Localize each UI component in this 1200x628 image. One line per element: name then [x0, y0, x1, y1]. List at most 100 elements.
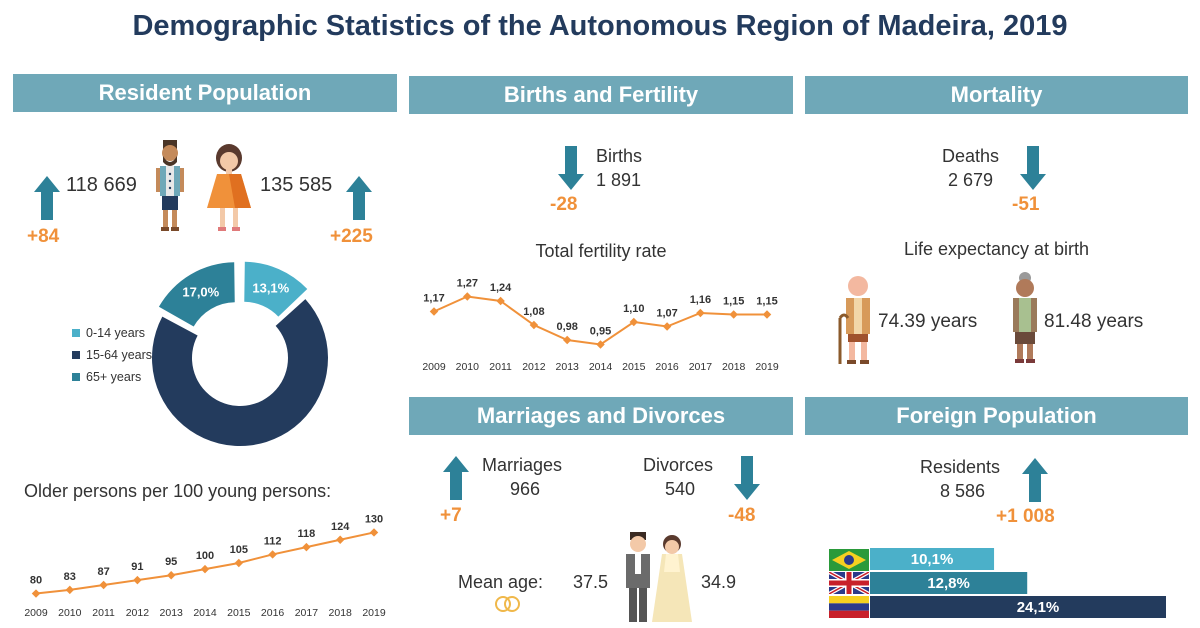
women-population-value: 135 585: [260, 174, 333, 196]
up-arrow-icon: [34, 176, 60, 220]
data-label: 95: [165, 556, 177, 568]
data-point: [529, 320, 539, 330]
data-point: [335, 535, 345, 545]
bar-0: [870, 548, 995, 570]
data-label: 0,95: [590, 326, 611, 338]
donut-slice-0: [244, 261, 308, 317]
legend-item-0-14: 0-14 years: [72, 322, 152, 344]
bar-1: [870, 572, 1028, 594]
bar-2: [870, 596, 1166, 618]
legend-swatch: [72, 351, 80, 359]
legend-label: 65+ years: [86, 370, 142, 384]
data-label: 1,08: [523, 306, 544, 318]
foreign-residents-label: Residents: [920, 457, 1001, 477]
women-life-expectancy: 81.48 years: [1044, 311, 1144, 332]
life-expectancy-label: Life expectancy at birth: [903, 239, 1090, 259]
legend-swatch: [72, 373, 80, 381]
x-tick-label: 2010: [456, 361, 480, 373]
x-tick-label: 2014: [589, 361, 613, 373]
bar-label: 24,1%: [1017, 599, 1060, 616]
x-tick-label: 2009: [422, 361, 446, 373]
down-arrow-icon: [734, 456, 760, 500]
age-legend: 0-14 years 15-64 years 65+ years: [72, 322, 152, 388]
woman-icon: [207, 144, 251, 231]
up-arrow-icon: [1022, 458, 1048, 502]
data-label: 1,27: [457, 278, 478, 290]
x-tick-label: 2019: [755, 361, 779, 373]
fertility-rate-label: Total fertility rate: [535, 241, 667, 261]
data-label: 1,10: [623, 303, 644, 315]
data-point: [234, 558, 244, 568]
marriages-value: 966: [510, 479, 541, 499]
up-arrow-icon: [346, 176, 372, 220]
divorces-label: Divorces: [643, 455, 714, 475]
header-resident-population: Resident Population: [13, 74, 397, 112]
data-label: 80: [30, 575, 42, 587]
marriages-change: +7: [440, 505, 462, 526]
x-tick-label: 2016: [261, 607, 285, 619]
elderly-man-icon: [838, 276, 870, 364]
x-tick-label: 2018: [722, 361, 746, 373]
deaths-value: 2 679: [948, 170, 994, 190]
data-point: [696, 308, 705, 318]
legend-label: 0-14 years: [86, 326, 146, 340]
data-point: [662, 322, 672, 331]
foreign-residents-change: +1 008: [996, 506, 1055, 527]
x-tick-label: 2012: [126, 607, 150, 619]
foreign-residents-value: 8 586: [940, 481, 986, 501]
mean-age-label: Mean age:: [458, 572, 544, 592]
data-label: 0,98: [556, 321, 577, 333]
divorces-value: 540: [665, 479, 696, 499]
up-arrow-icon: [443, 456, 469, 500]
data-point: [200, 564, 210, 574]
data-point: [166, 570, 176, 580]
data-point: [268, 550, 277, 559]
data-point: [463, 292, 472, 301]
x-tick-label: 2018: [329, 607, 353, 619]
elderly-woman-icon: [1013, 272, 1037, 363]
donut-slice-label: 17,0%: [182, 285, 219, 300]
x-tick-label: 2010: [58, 607, 82, 619]
x-tick-label: 2019: [362, 607, 386, 619]
page-title: Demographic Statistics of the Autonomous…: [132, 10, 1068, 42]
data-point: [369, 528, 379, 537]
data-point: [99, 580, 108, 590]
x-tick-label: 2011: [489, 361, 512, 373]
header-marriages-divorces: Marriages and Divorces: [409, 397, 793, 435]
x-tick-label: 2015: [227, 607, 251, 619]
data-label: 105: [230, 544, 248, 556]
legend-label: 15-64 years: [86, 348, 153, 362]
data-label: 1,15: [723, 296, 744, 308]
x-tick-label: 2013: [556, 361, 580, 373]
x-tick-label: 2013: [160, 607, 184, 619]
x-tick-label: 2015: [622, 361, 646, 373]
data-point: [729, 310, 738, 319]
header-mortality: Mortality: [805, 76, 1188, 114]
data-label: 100: [196, 550, 214, 562]
donut-slice-label: 69,9%: [230, 457, 267, 458]
men-population-change: +84: [27, 226, 60, 247]
deaths-change: -51: [1012, 194, 1040, 215]
x-tick-label: 2017: [689, 361, 713, 373]
data-point: [496, 296, 505, 306]
header-foreign-population: Foreign Population: [805, 397, 1188, 435]
x-tick-label: 2017: [295, 607, 319, 619]
mean-age-groom: 37.5: [573, 572, 609, 592]
header-births-fertility: Births and Fertility: [409, 76, 793, 114]
foreign-nationality-bar-chart: 10,1% 12,8% 24,1%: [870, 548, 1166, 618]
data-label: 118: [298, 528, 316, 540]
women-population-change: +225: [330, 226, 373, 247]
older-persons-label: Older persons per 100 young persons:: [24, 481, 332, 501]
births-value: 1 891: [596, 170, 642, 190]
wedding-rings-icon: [495, 596, 520, 612]
data-label: 1,16: [690, 294, 711, 306]
deaths-label: Deaths: [942, 146, 1000, 166]
bar-label: 10,1%: [911, 551, 954, 568]
legend-item-15-64: 15-64 years: [72, 344, 152, 366]
marriages-label: Marriages: [482, 455, 563, 475]
donut-slice-2: [158, 262, 235, 327]
x-tick-label: 2016: [655, 361, 679, 373]
donut-slice-label: 13,1%: [252, 280, 289, 295]
data-label: 1,17: [423, 293, 444, 305]
data-label: 91: [131, 561, 143, 573]
